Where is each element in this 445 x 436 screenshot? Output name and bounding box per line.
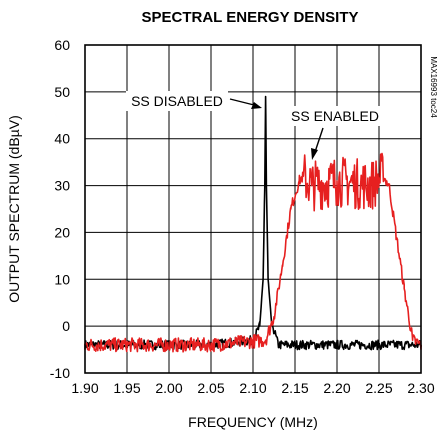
x-axis-ticks: 1.90 1.95 2.00 2.05 2.10 2.15 2.20 2.25 2.30	[71, 380, 434, 396]
annotation-ss-disabled-arrowhead	[251, 102, 262, 109]
annotation-ss-disabled-arrow	[229, 98, 255, 106]
annotation-ss-disabled-background	[126, 91, 228, 111]
x-tick-label: 2.05	[197, 380, 224, 396]
y-tick-label: 40	[54, 131, 70, 147]
x-tick-label: 2.10	[239, 380, 266, 396]
annotation-ss-enabled-background	[282, 106, 388, 126]
plot-frame	[84, 44, 422, 374]
x-tick-label: 1.95	[113, 380, 140, 396]
y-axis-ticks: -10 0 10 20 30 40 50 60	[50, 37, 70, 381]
annotation-ss-enabled-arrow	[314, 127, 324, 153]
y-tick-label: 50	[54, 84, 70, 100]
y-tick-label: 10	[54, 271, 70, 287]
x-tick-label: 2.00	[155, 380, 182, 396]
x-tick-label: 2.25	[365, 380, 392, 396]
plot-series	[84, 95, 422, 353]
y-tick-label: 0	[62, 318, 70, 334]
figure-code-label: MAX16993 toc24	[429, 56, 438, 118]
chart-title: SPECTRAL ENERGY DENSITY	[142, 9, 359, 26]
annotation-ss-enabled-text: SS ENABLED	[291, 108, 379, 124]
y-tick-label: 20	[54, 224, 70, 240]
annotation-ss-disabled: SS DISABLED	[126, 91, 262, 111]
x-tick-label: 1.90	[71, 380, 98, 396]
annotation-ss-disabled-text: SS DISABLED	[131, 93, 223, 109]
y-tick-label: 60	[54, 37, 70, 53]
annotation-ss-enabled-arrowhead	[311, 148, 318, 160]
x-tick-label: 2.20	[323, 380, 350, 396]
y-tick-label: -10	[50, 365, 70, 381]
y-tick-label: 30	[54, 178, 70, 194]
x-axis-label: FREQUENCY (MHz)	[188, 414, 318, 430]
x-tick-label: 2.15	[281, 380, 308, 396]
annotation-ss-enabled: SS ENABLED	[282, 106, 388, 160]
x-tick-label: 2.30	[407, 380, 434, 396]
series-line-ss-enabled	[84, 152, 422, 353]
y-axis-label: OUTPUT SPECTRUM (dBµV)	[6, 115, 22, 303]
